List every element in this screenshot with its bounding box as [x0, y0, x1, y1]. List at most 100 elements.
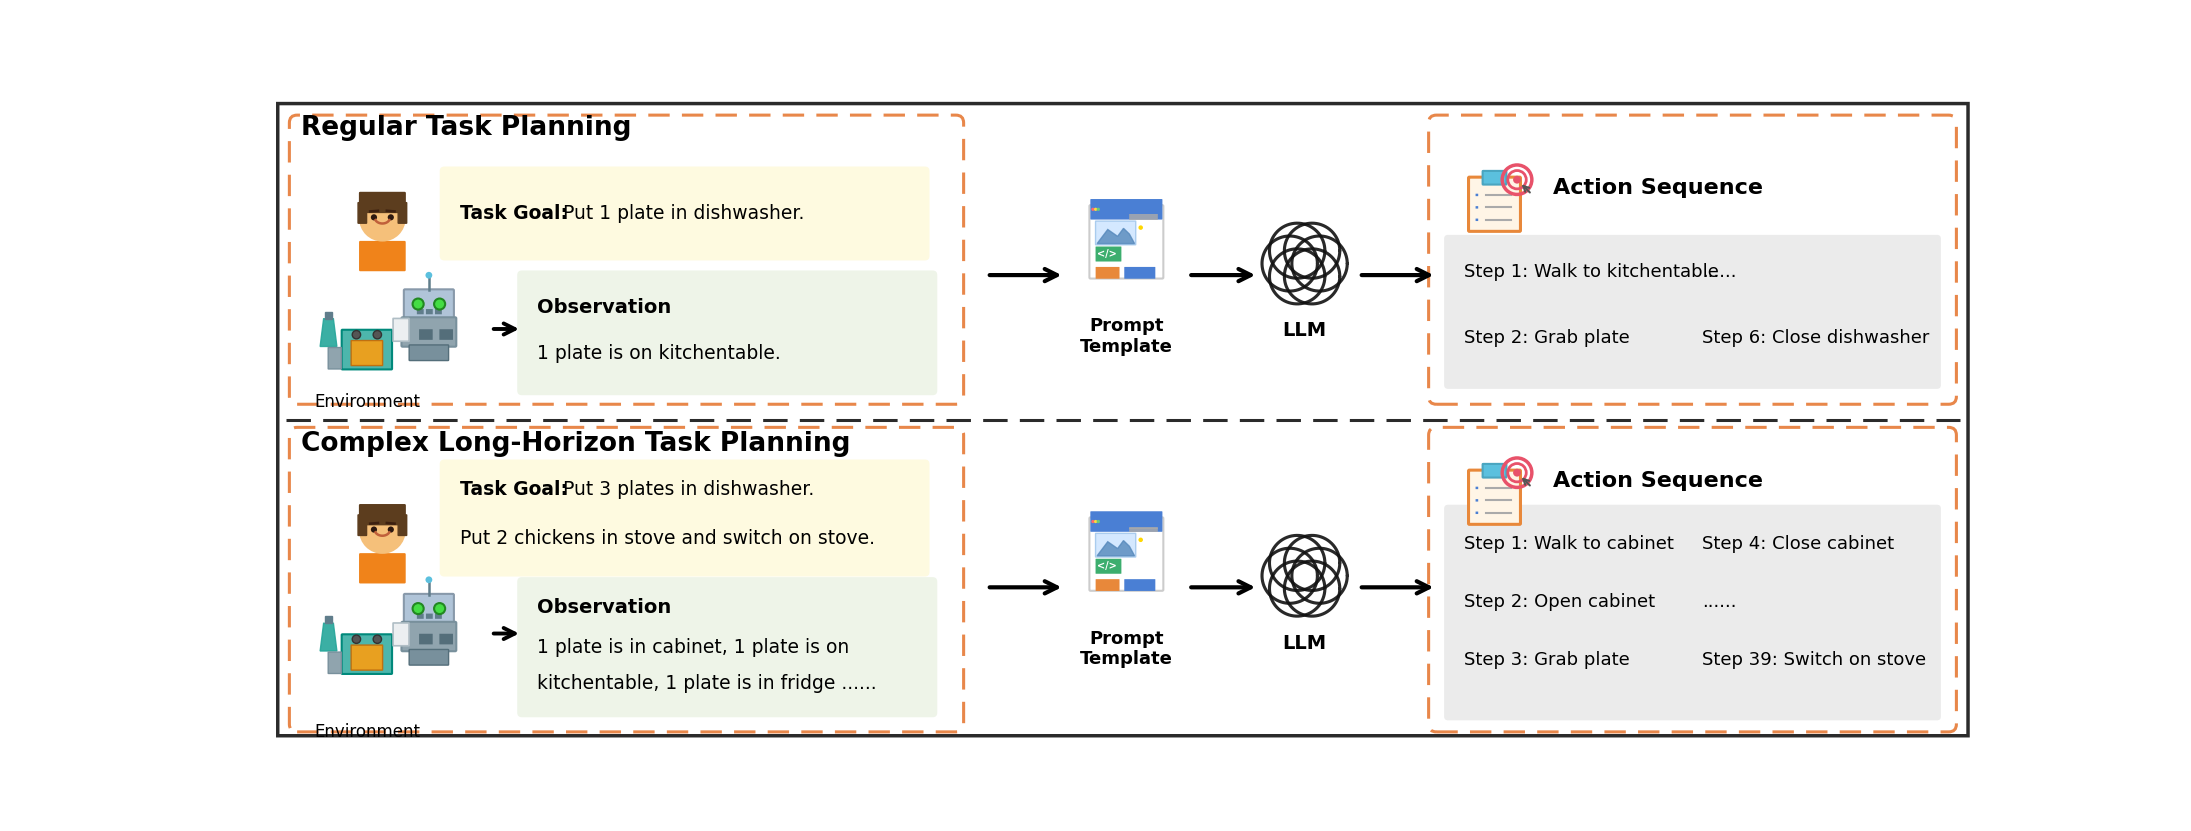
FancyBboxPatch shape — [1089, 518, 1163, 591]
Circle shape — [1514, 469, 1521, 477]
Text: Step 2: Open cabinet: Step 2: Open cabinet — [1464, 593, 1654, 611]
FancyBboxPatch shape — [401, 317, 456, 347]
Text: </>: </> — [1098, 561, 1117, 571]
FancyBboxPatch shape — [1483, 464, 1507, 478]
FancyBboxPatch shape — [1444, 504, 1941, 720]
FancyBboxPatch shape — [399, 515, 408, 535]
FancyBboxPatch shape — [517, 270, 938, 396]
Text: kitchentable, 1 plate is in fridge ......: kitchentable, 1 plate is in fridge .....… — [537, 674, 876, 693]
FancyBboxPatch shape — [403, 289, 454, 319]
FancyBboxPatch shape — [329, 652, 342, 673]
Polygon shape — [324, 617, 333, 623]
Text: Prompt
Template: Prompt Template — [1080, 630, 1172, 668]
Text: Environment: Environment — [313, 393, 421, 411]
Circle shape — [434, 298, 445, 309]
Circle shape — [434, 603, 445, 614]
FancyBboxPatch shape — [1096, 221, 1135, 245]
Text: Step 1: Walk to cabinet: Step 1: Walk to cabinet — [1464, 535, 1674, 553]
FancyBboxPatch shape — [359, 504, 405, 524]
Text: 1 plate is on kitchentable.: 1 plate is on kitchentable. — [537, 344, 782, 363]
Circle shape — [425, 577, 432, 583]
Text: Step 1: Walk to kitchentable: Step 1: Walk to kitchentable — [1464, 263, 1718, 282]
FancyBboxPatch shape — [278, 104, 1968, 735]
FancyBboxPatch shape — [403, 594, 454, 623]
Circle shape — [370, 214, 377, 220]
Text: </>: </> — [1098, 249, 1117, 259]
FancyBboxPatch shape — [1124, 579, 1155, 591]
FancyBboxPatch shape — [359, 193, 405, 213]
FancyBboxPatch shape — [1475, 194, 1479, 196]
Circle shape — [1139, 226, 1142, 229]
FancyBboxPatch shape — [1468, 177, 1521, 231]
FancyBboxPatch shape — [399, 203, 408, 224]
Text: ......: ...... — [1702, 263, 1737, 282]
FancyBboxPatch shape — [410, 345, 449, 361]
Circle shape — [412, 298, 423, 309]
FancyBboxPatch shape — [1124, 267, 1155, 278]
FancyBboxPatch shape — [342, 330, 392, 370]
FancyBboxPatch shape — [1096, 579, 1120, 591]
FancyBboxPatch shape — [425, 309, 434, 314]
FancyBboxPatch shape — [1475, 499, 1479, 502]
FancyBboxPatch shape — [1475, 219, 1479, 221]
FancyBboxPatch shape — [425, 613, 434, 619]
Text: Action Sequence: Action Sequence — [1553, 471, 1762, 491]
Text: Step 39: Switch on stove: Step 39: Switch on stove — [1702, 652, 1926, 669]
Circle shape — [425, 272, 432, 278]
Text: Task Goal:: Task Goal: — [460, 480, 567, 499]
Text: Step 3: Grab plate: Step 3: Grab plate — [1464, 652, 1630, 669]
Text: Step 2: Grab plate: Step 2: Grab plate — [1464, 329, 1630, 347]
Polygon shape — [1098, 229, 1135, 243]
Circle shape — [370, 527, 377, 533]
FancyBboxPatch shape — [1475, 487, 1479, 489]
FancyBboxPatch shape — [1091, 199, 1163, 219]
Text: Observation: Observation — [537, 298, 673, 317]
Circle shape — [388, 527, 394, 533]
Text: Task Goal:: Task Goal: — [460, 204, 567, 223]
Text: Put 2 chickens in stove and switch on stove.: Put 2 chickens in stove and switch on st… — [460, 529, 874, 548]
FancyBboxPatch shape — [359, 553, 405, 583]
Circle shape — [388, 214, 394, 220]
FancyBboxPatch shape — [418, 634, 432, 644]
Circle shape — [1514, 176, 1521, 184]
FancyBboxPatch shape — [440, 166, 929, 260]
FancyBboxPatch shape — [517, 577, 938, 717]
FancyBboxPatch shape — [359, 241, 405, 271]
Text: LLM: LLM — [1282, 322, 1328, 340]
Circle shape — [372, 635, 381, 643]
Text: Step 6: Close dishwasher: Step 6: Close dishwasher — [1702, 329, 1930, 347]
Text: Regular Task Planning: Regular Task Planning — [300, 116, 631, 141]
Polygon shape — [324, 312, 333, 319]
Polygon shape — [1098, 541, 1135, 556]
FancyBboxPatch shape — [436, 309, 443, 314]
Text: Step 4: Close cabinet: Step 4: Close cabinet — [1702, 535, 1895, 553]
FancyBboxPatch shape — [329, 347, 342, 369]
FancyBboxPatch shape — [351, 645, 383, 670]
Text: Observation: Observation — [537, 598, 673, 617]
FancyBboxPatch shape — [416, 309, 423, 314]
FancyBboxPatch shape — [392, 318, 410, 342]
FancyBboxPatch shape — [375, 220, 390, 229]
FancyBboxPatch shape — [357, 203, 366, 224]
FancyBboxPatch shape — [416, 613, 423, 619]
FancyBboxPatch shape — [1483, 171, 1507, 184]
Text: Action Sequence: Action Sequence — [1553, 179, 1762, 199]
Circle shape — [353, 635, 362, 643]
Circle shape — [372, 331, 381, 339]
Circle shape — [1139, 538, 1142, 541]
Circle shape — [359, 508, 405, 553]
FancyBboxPatch shape — [392, 623, 410, 646]
FancyBboxPatch shape — [375, 533, 390, 542]
FancyBboxPatch shape — [1475, 512, 1479, 514]
Text: Prompt
Template: Prompt Template — [1080, 317, 1172, 356]
FancyBboxPatch shape — [436, 613, 443, 619]
FancyBboxPatch shape — [351, 341, 383, 366]
FancyBboxPatch shape — [357, 515, 366, 535]
FancyBboxPatch shape — [1096, 534, 1135, 557]
FancyBboxPatch shape — [1091, 511, 1163, 532]
FancyBboxPatch shape — [1475, 206, 1479, 209]
FancyBboxPatch shape — [401, 622, 456, 652]
FancyBboxPatch shape — [440, 634, 454, 644]
FancyBboxPatch shape — [1089, 205, 1163, 278]
Text: 1 plate is in cabinet, 1 plate is on: 1 plate is in cabinet, 1 plate is on — [537, 637, 850, 656]
